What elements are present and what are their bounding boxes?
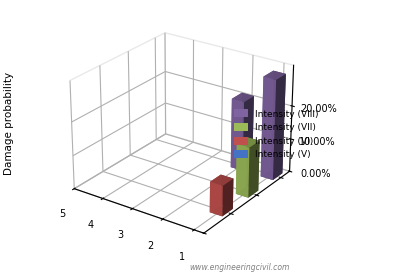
- Legend: Intensity (VIII), Intensity (VII), Intensity (VI), Intensity (V): Intensity (VIII), Intensity (VII), Inten…: [231, 106, 322, 163]
- Text: Damage probability: Damage probability: [4, 72, 14, 175]
- Text: www.engineeringcivil.com: www.engineeringcivil.com: [190, 263, 290, 272]
